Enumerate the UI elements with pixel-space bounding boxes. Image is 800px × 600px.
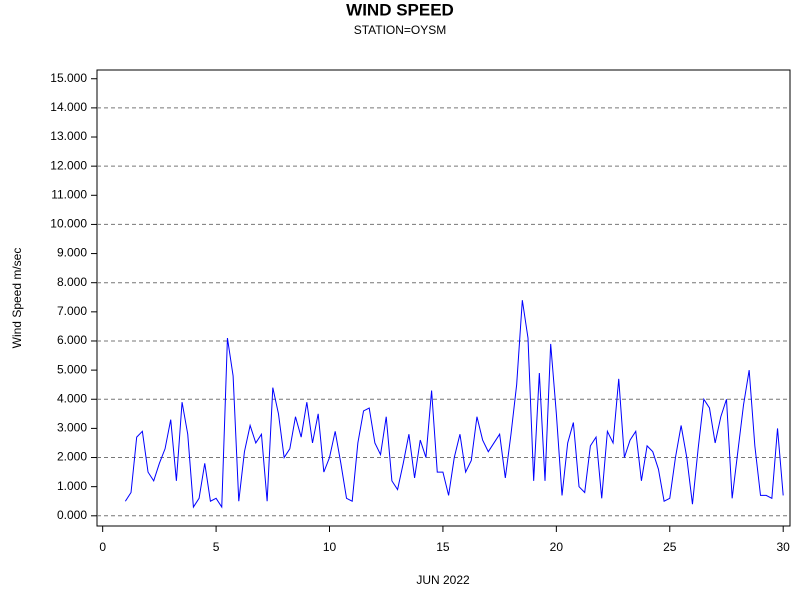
- x-tick-label: 20: [550, 540, 564, 554]
- chart-subtitle: STATION=OYSM: [354, 23, 447, 37]
- x-tick-label: 25: [663, 540, 677, 554]
- plot-frame: [96, 69, 791, 527]
- x-axis-label: JUN 2022: [416, 573, 470, 587]
- y-tick-label: 4.000: [57, 391, 87, 405]
- y-tick-label: 15.000: [50, 71, 87, 85]
- x-tick-label: 15: [436, 540, 450, 554]
- y-tick-label: 14.000: [50, 100, 87, 114]
- y-tick-label: 10.000: [50, 217, 87, 231]
- data-line: [124, 300, 784, 509]
- chart-title: WIND SPEED: [346, 0, 454, 19]
- y-tick-label: 9.000: [57, 246, 87, 260]
- y-tick-label: 2.000: [57, 450, 87, 464]
- y-tick-label: 7.000: [57, 304, 87, 318]
- y-tick-label: 5.000: [57, 362, 87, 376]
- y-axis-label: Wind Speed m/sec: [10, 248, 24, 349]
- x-tick-label: 0: [99, 540, 106, 554]
- y-tick-label: 0.000: [57, 508, 87, 522]
- y-tick-label: 3.000: [57, 421, 87, 435]
- x-tick-label: 5: [213, 540, 220, 554]
- y-tick-label: 12.000: [50, 158, 87, 172]
- x-tick-label: 30: [777, 540, 791, 554]
- y-tick-label: 1.000: [57, 479, 87, 493]
- y-tick-label: 13.000: [50, 129, 87, 143]
- y-tick-label: 6.000: [57, 333, 87, 347]
- y-tick-label: 11.000: [51, 187, 87, 201]
- y-tick-label: 8.000: [57, 275, 87, 289]
- x-tick-label: 10: [323, 540, 337, 554]
